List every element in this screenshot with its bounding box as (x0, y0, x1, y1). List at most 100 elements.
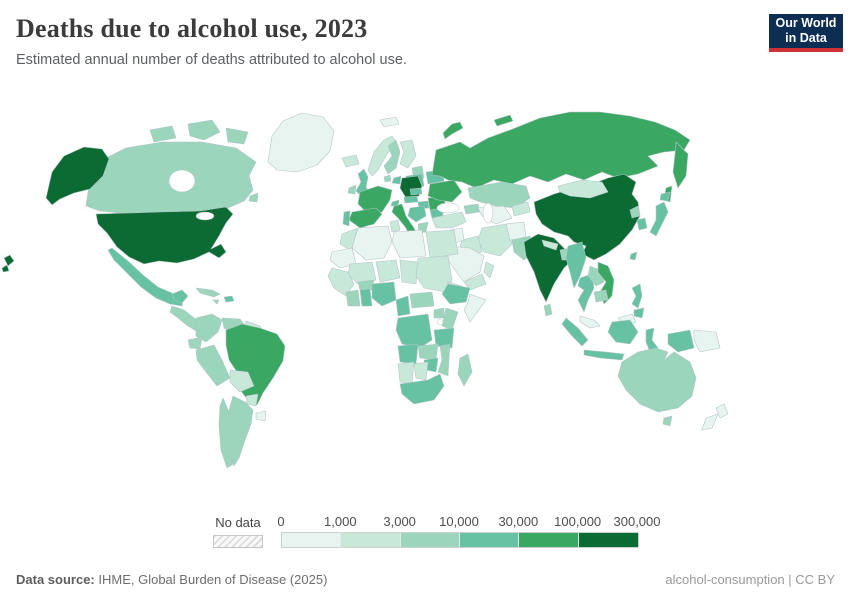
country-ghana[interactable] (359, 288, 373, 307)
legend-bin-2[interactable] (400, 533, 460, 547)
country-indonesia[interactable] (645, 327, 659, 353)
country-serbia-balkans[interactable] (407, 205, 427, 223)
country-burkina-faso[interactable] (357, 279, 375, 291)
country-russia[interactable] (493, 114, 514, 127)
country-argentina[interactable] (226, 395, 254, 467)
country-taiwan[interactable] (629, 251, 638, 261)
country-united-states[interactable] (95, 206, 234, 265)
country-uruguay[interactable] (255, 410, 267, 422)
no-data-hatch-swatch[interactable] (213, 535, 263, 548)
country-south-africa[interactable] (399, 373, 445, 405)
country-kyrgyzstan-tajikistan[interactable] (511, 201, 531, 217)
country-myanmar[interactable] (565, 241, 587, 289)
country-malaysia[interactable] (579, 315, 601, 329)
country-georgia-azerbaijan[interactable] (463, 203, 481, 215)
country-indonesia[interactable] (667, 329, 695, 353)
country-france[interactable] (357, 185, 393, 215)
country-cambodia[interactable] (593, 289, 609, 303)
country-bolivia[interactable] (229, 369, 255, 393)
country-iceland[interactable] (341, 154, 360, 168)
country-turkey[interactable] (431, 211, 467, 229)
country-papua-new-guinea[interactable] (693, 329, 721, 353)
country-china[interactable] (533, 173, 641, 261)
country-dem-rep-congo[interactable] (395, 313, 433, 349)
country-russia[interactable] (442, 121, 464, 140)
country-south-korea[interactable] (636, 217, 648, 231)
country-ethiopia[interactable] (441, 283, 471, 305)
country-czechia[interactable] (409, 187, 423, 196)
country-portugal[interactable] (342, 210, 351, 227)
country-nigeria[interactable] (371, 281, 397, 307)
country-mozambique[interactable] (437, 343, 451, 377)
country-canada[interactable] (149, 125, 177, 143)
legend-bin-4[interactable] (519, 533, 579, 547)
country-indonesia[interactable] (561, 317, 589, 347)
country-indonesia[interactable] (607, 319, 639, 345)
country-ireland[interactable] (347, 184, 357, 195)
country-brazil[interactable] (225, 323, 286, 406)
country-kenya[interactable] (441, 307, 459, 331)
country-algeria[interactable] (351, 225, 393, 261)
country-cote-d-ivoire[interactable] (345, 289, 361, 307)
country-haiti-dominican-rep-[interactable] (223, 295, 235, 303)
country-zambia[interactable] (417, 343, 439, 361)
country-spain[interactable] (348, 207, 383, 229)
country-angola[interactable] (397, 343, 419, 365)
country-canada[interactable] (225, 127, 249, 145)
country-chad[interactable] (399, 259, 419, 285)
country-philippines[interactable] (631, 283, 643, 309)
country-svalbard[interactable] (379, 116, 400, 128)
legend-bin-3[interactable] (459, 533, 520, 547)
country-uganda[interactable] (433, 307, 445, 319)
country-greenland[interactable] (267, 112, 335, 173)
country-sweden[interactable] (383, 139, 401, 175)
country-ecuador[interactable] (187, 336, 203, 350)
country-north-korea[interactable] (629, 205, 641, 219)
country-nepal[interactable] (541, 239, 559, 251)
country-libya[interactable] (391, 229, 427, 259)
country-oman[interactable] (483, 261, 495, 279)
country-central-african-rep-[interactable] (409, 291, 435, 309)
country-finland[interactable] (399, 139, 417, 169)
country-austria[interactable] (403, 195, 419, 204)
world-map-svg[interactable] (0, 85, 850, 515)
country-namibia[interactable] (397, 361, 415, 385)
country-australia[interactable] (617, 347, 697, 413)
country-tunisia[interactable] (389, 219, 401, 233)
country-chile[interactable] (218, 397, 234, 469)
country-united-states[interactable] (45, 146, 110, 206)
country-mauritania-w-sahara[interactable] (329, 247, 357, 269)
country-canada[interactable] (187, 119, 221, 141)
country-benelux[interactable] (391, 175, 402, 185)
country-denmark[interactable] (383, 174, 392, 183)
country-united-states[interactable] (1, 264, 10, 273)
owid-logo[interactable]: Our World in Data (769, 14, 843, 52)
country-paraguay[interactable] (245, 393, 259, 407)
country-somalia[interactable] (463, 293, 487, 323)
country-cuba[interactable] (195, 287, 221, 298)
country-mongolia[interactable] (557, 179, 609, 199)
country-peru[interactable] (195, 344, 231, 387)
country-canada[interactable] (248, 192, 259, 203)
country-egypt[interactable] (425, 229, 459, 259)
legend-bin-5[interactable] (578, 533, 638, 547)
country-russia[interactable] (431, 111, 691, 189)
country-russia[interactable] (672, 141, 689, 189)
country-new-zealand[interactable] (715, 403, 729, 419)
country-mexico[interactable] (171, 289, 189, 304)
country-jamaica[interactable] (212, 299, 220, 305)
country-botswana[interactable] (413, 361, 429, 381)
country-madagascar[interactable] (457, 353, 473, 387)
world-choropleth-map[interactable] (0, 85, 850, 515)
country-indonesia[interactable] (583, 349, 625, 361)
legend-bin-1[interactable] (341, 533, 401, 547)
country-senegal-guinea[interactable] (327, 267, 355, 297)
country-niger[interactable] (375, 259, 401, 283)
country-cameroon[interactable] (395, 295, 411, 317)
country-united-states[interactable] (3, 254, 15, 267)
country-philippines[interactable] (633, 307, 645, 319)
country-colombia[interactable] (195, 313, 223, 343)
country-switzerland[interactable] (390, 199, 400, 207)
country-australia[interactable] (662, 415, 673, 427)
country-sri-lanka[interactable] (543, 303, 553, 317)
